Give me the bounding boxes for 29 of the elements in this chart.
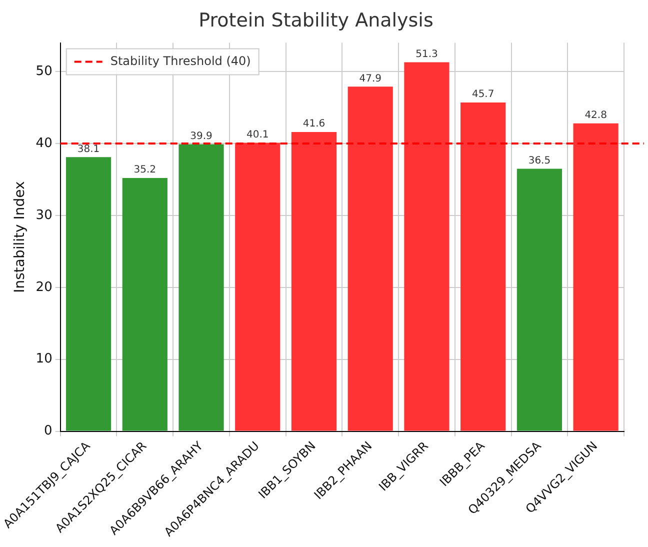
y-tick-label: 0	[44, 424, 52, 439]
y-tick-label: 10	[36, 352, 52, 367]
data-label: 40.1	[246, 129, 269, 140]
bar	[122, 178, 168, 431]
bar	[516, 168, 562, 431]
data-label: 35.2	[134, 164, 156, 176]
legend-label: Stability Threshold (40)	[110, 54, 251, 68]
bar	[460, 102, 506, 431]
y-tick-label: 20	[36, 280, 52, 295]
data-label: 47.9	[359, 73, 382, 84]
y-axis-title: Instability Index	[12, 181, 28, 293]
chart-title: Protein Stability Analysis	[198, 9, 434, 32]
data-label: 36.5	[528, 155, 551, 166]
data-label: 42.8	[584, 110, 607, 121]
y-tick-label: 30	[36, 208, 52, 223]
bar	[178, 144, 224, 431]
bar	[235, 142, 280, 431]
data-label: 45.7	[472, 89, 494, 100]
bar	[66, 157, 112, 431]
data-label: 39.9	[190, 130, 212, 142]
data-label: 51.3	[416, 48, 438, 60]
bar	[291, 132, 337, 431]
data-label: 38.1	[77, 144, 100, 155]
data-label: 41.6	[302, 118, 326, 130]
y-tick-label: 40	[36, 136, 52, 151]
y-tick-label: 50	[36, 64, 52, 79]
bar	[348, 86, 393, 431]
bar	[404, 62, 450, 431]
bar	[573, 123, 618, 431]
